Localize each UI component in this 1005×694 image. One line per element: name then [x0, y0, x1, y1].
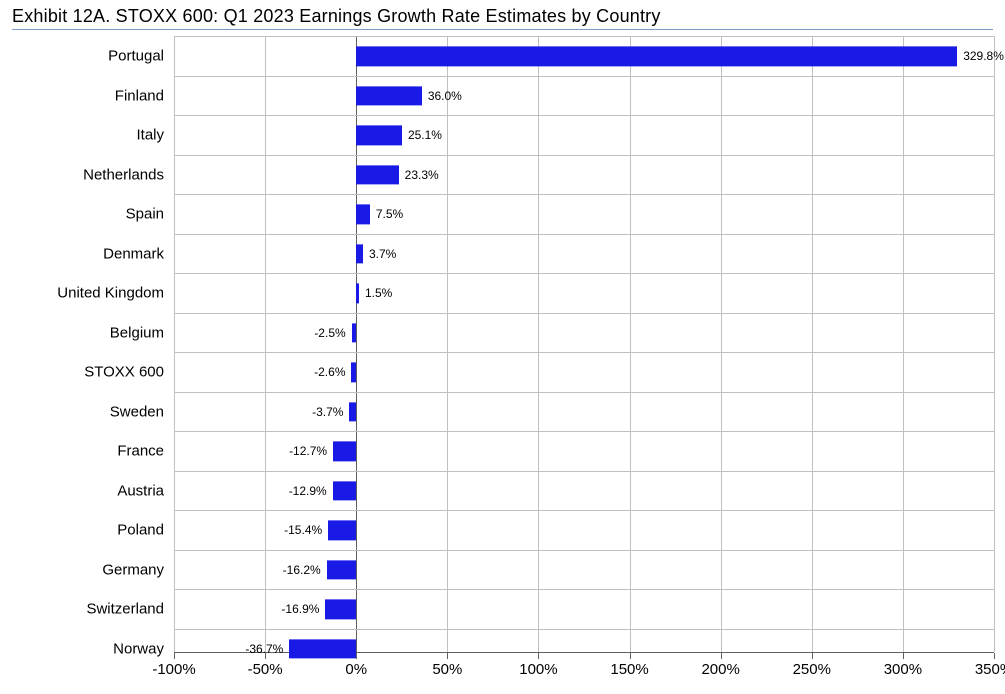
category-label: United Kingdom — [12, 285, 164, 302]
gridline — [994, 36, 995, 652]
category-label: Sweden — [12, 403, 164, 420]
bar — [325, 600, 356, 619]
title-underline: Exhibit 12A. STOXX 600: Q1 2023 Earnings… — [12, 6, 993, 30]
chart-row: Germany-16.2% — [174, 550, 994, 590]
value-label: -3.7% — [312, 405, 343, 419]
category-label: Austria — [12, 482, 164, 499]
value-label: -12.9% — [289, 484, 327, 498]
bar — [356, 165, 398, 184]
bar — [351, 363, 356, 382]
plot-area: Portugal329.8%Finland36.0%Italy25.1%Neth… — [174, 36, 994, 653]
category-label: Belgium — [12, 324, 164, 341]
bar — [349, 402, 356, 421]
x-axis-label: 300% — [884, 661, 922, 678]
value-label: -16.2% — [283, 563, 321, 577]
bar — [356, 205, 370, 224]
category-label: Poland — [12, 522, 164, 539]
bar — [327, 560, 357, 579]
value-label: 3.7% — [369, 247, 396, 261]
x-axis-tick — [721, 653, 722, 659]
bar — [352, 323, 357, 342]
x-axis-label: 150% — [610, 661, 648, 678]
value-label: 36.0% — [428, 89, 462, 103]
x-axis-tick — [356, 653, 357, 659]
x-axis-label: 350% — [975, 661, 1005, 678]
category-label: STOXX 600 — [12, 364, 164, 381]
chart-row: Switzerland-16.9% — [174, 589, 994, 629]
bar — [333, 481, 357, 500]
bar — [328, 521, 356, 540]
chart-row: Spain7.5% — [174, 194, 994, 234]
chart-row: Denmark3.7% — [174, 234, 994, 274]
x-axis-tick — [447, 653, 448, 659]
value-label: -15.4% — [284, 523, 322, 537]
bar-chart: Portugal329.8%Finland36.0%Italy25.1%Neth… — [12, 36, 993, 683]
bar — [333, 442, 356, 461]
chart-row: Austria-12.9% — [174, 471, 994, 511]
x-axis-label: -100% — [152, 661, 195, 678]
value-label: -12.7% — [289, 444, 327, 458]
x-axis-tick — [538, 653, 539, 659]
x-axis-label: 50% — [432, 661, 462, 678]
category-label: Norway — [12, 640, 164, 657]
chart-row: Finland36.0% — [174, 76, 994, 116]
x-axis-tick — [994, 653, 995, 659]
category-label: Denmark — [12, 245, 164, 262]
chart-row: Poland-15.4% — [174, 510, 994, 550]
value-label: -16.9% — [281, 602, 319, 616]
x-axis-label: 0% — [345, 661, 367, 678]
category-label: Italy — [12, 127, 164, 144]
bar — [356, 244, 363, 263]
x-axis: -100%-50%0%50%100%150%200%250%300%350% — [174, 653, 994, 683]
bar — [356, 86, 422, 105]
value-label: 329.8% — [963, 49, 1004, 63]
x-axis-tick — [812, 653, 813, 659]
category-label: Netherlands — [12, 166, 164, 183]
chart-row: Netherlands23.3% — [174, 155, 994, 195]
chart-row: Sweden-3.7% — [174, 392, 994, 432]
category-label: Spain — [12, 206, 164, 223]
bar — [356, 284, 359, 303]
x-axis-label: 250% — [793, 661, 831, 678]
chart-row: United Kingdom1.5% — [174, 273, 994, 313]
x-axis-tick — [265, 653, 266, 659]
category-label: France — [12, 443, 164, 460]
category-label: Germany — [12, 561, 164, 578]
chart-row: Portugal329.8% — [174, 36, 994, 76]
value-label: -2.6% — [314, 365, 345, 379]
x-axis-label: -50% — [248, 661, 283, 678]
value-label: 7.5% — [376, 207, 403, 221]
x-axis-label: 100% — [519, 661, 557, 678]
exhibit-page: Exhibit 12A. STOXX 600: Q1 2023 Earnings… — [0, 0, 1005, 694]
chart-row: Belgium-2.5% — [174, 313, 994, 353]
x-axis-tick — [174, 653, 175, 659]
x-axis-label: 200% — [701, 661, 739, 678]
value-label: 1.5% — [365, 286, 392, 300]
chart-title: Exhibit 12A. STOXX 600: Q1 2023 Earnings… — [12, 6, 993, 27]
bar — [356, 47, 957, 66]
category-label: Portugal — [12, 48, 164, 65]
x-axis-tick — [630, 653, 631, 659]
chart-row: France-12.7% — [174, 431, 994, 471]
value-label: -2.5% — [314, 326, 345, 340]
bar — [356, 126, 402, 145]
category-label: Switzerland — [12, 601, 164, 618]
value-label: 23.3% — [405, 168, 439, 182]
chart-row: Italy25.1% — [174, 115, 994, 155]
category-label: Finland — [12, 87, 164, 104]
chart-row: STOXX 600-2.6% — [174, 352, 994, 392]
value-label: 25.1% — [408, 128, 442, 142]
x-axis-tick — [903, 653, 904, 659]
